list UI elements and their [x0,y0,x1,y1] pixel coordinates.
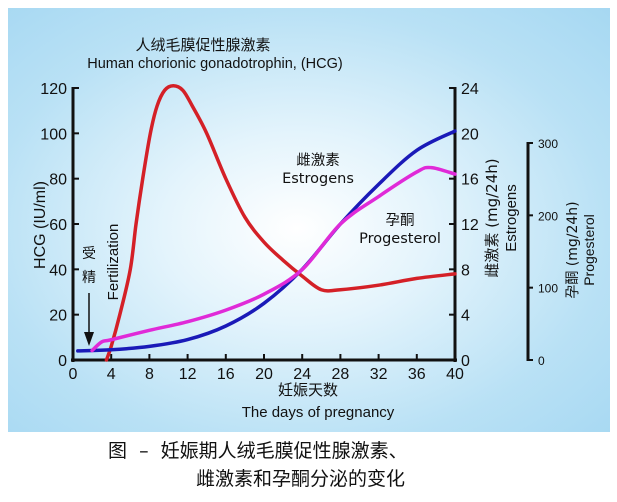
series-line-hcg [104,83,457,362]
x-tick-label: 24 [293,366,311,383]
x-tick-label: 8 [145,366,154,383]
chart-title: Human chorionic gonadotrophin, (HCG) [87,56,343,72]
series-line-estrogen [76,129,457,353]
series-line-progesterone [90,165,457,353]
right2-axis-label-cn: 孕酮 (mg/24h) [565,201,581,298]
right1-tick-label: 16 [461,172,479,189]
left-tick-label: 0 [58,353,67,370]
caption-line-2: 雌激素和孕酮分泌的变化 [196,468,406,490]
right1-tick-label: 4 [461,308,470,325]
right2-tick-label: 100 [538,282,558,296]
fertilization-label-cn-1: 受 [82,246,96,262]
x-tick-label: 16 [217,366,235,383]
left-tick-label: 120 [40,81,67,98]
right1-tick-label: 12 [461,217,479,234]
right1-tick-label: 24 [461,81,479,98]
right2-tick-label: 300 [538,137,558,151]
left-tick-label: 40 [49,262,67,279]
right1-tick-label: 0 [461,353,470,370]
x-axis-label-cn: 妊娠天数 [278,381,338,399]
fertilization-arrow [84,293,94,346]
x-tick-label: 20 [255,366,273,383]
fertilization-label-cn-2: 精 [82,270,96,286]
progesterone-label: 孕酮 Progesterol [359,213,441,247]
right1-tick-label: 20 [461,126,479,143]
caption-line-1: 图 – 妊娠期人绒毛膜促性腺激素、 [108,440,408,462]
right2-tick-label: 200 [538,209,558,223]
x-tick-label: 12 [179,366,197,383]
x-tick-label: 28 [332,366,350,383]
x-tick-label: 0 [69,366,78,383]
estrogen-label-cn: 雌激素 Estrogens [282,152,354,187]
x-axis-label: The days of pregnancy [242,404,395,421]
left-tick-label: 60 [49,217,67,234]
x-tick-label: 32 [370,366,388,383]
x-tick-label: 40 [446,366,464,383]
right1-axis-label-cn: 雌激素 (mg/24h) [483,158,501,277]
right2-axis-label: Progesterol [581,214,597,286]
left-tick-label: 80 [49,172,67,189]
left-axis-label: HCG (IU/ml) [32,181,49,269]
x-tick-label: 36 [408,366,426,383]
left-tick-label: 20 [49,308,67,325]
right1-axis-label: Estrogens [503,184,520,252]
fertilization-label: Fertilization [105,224,122,301]
x-tick-label: 4 [107,366,116,383]
left-tick-label: 100 [40,126,67,143]
right1-tick-label: 8 [461,262,470,279]
right2-tick-label: 0 [538,354,545,368]
chart-title-cn: 人绒毛膜促性腺激素 [135,36,270,54]
